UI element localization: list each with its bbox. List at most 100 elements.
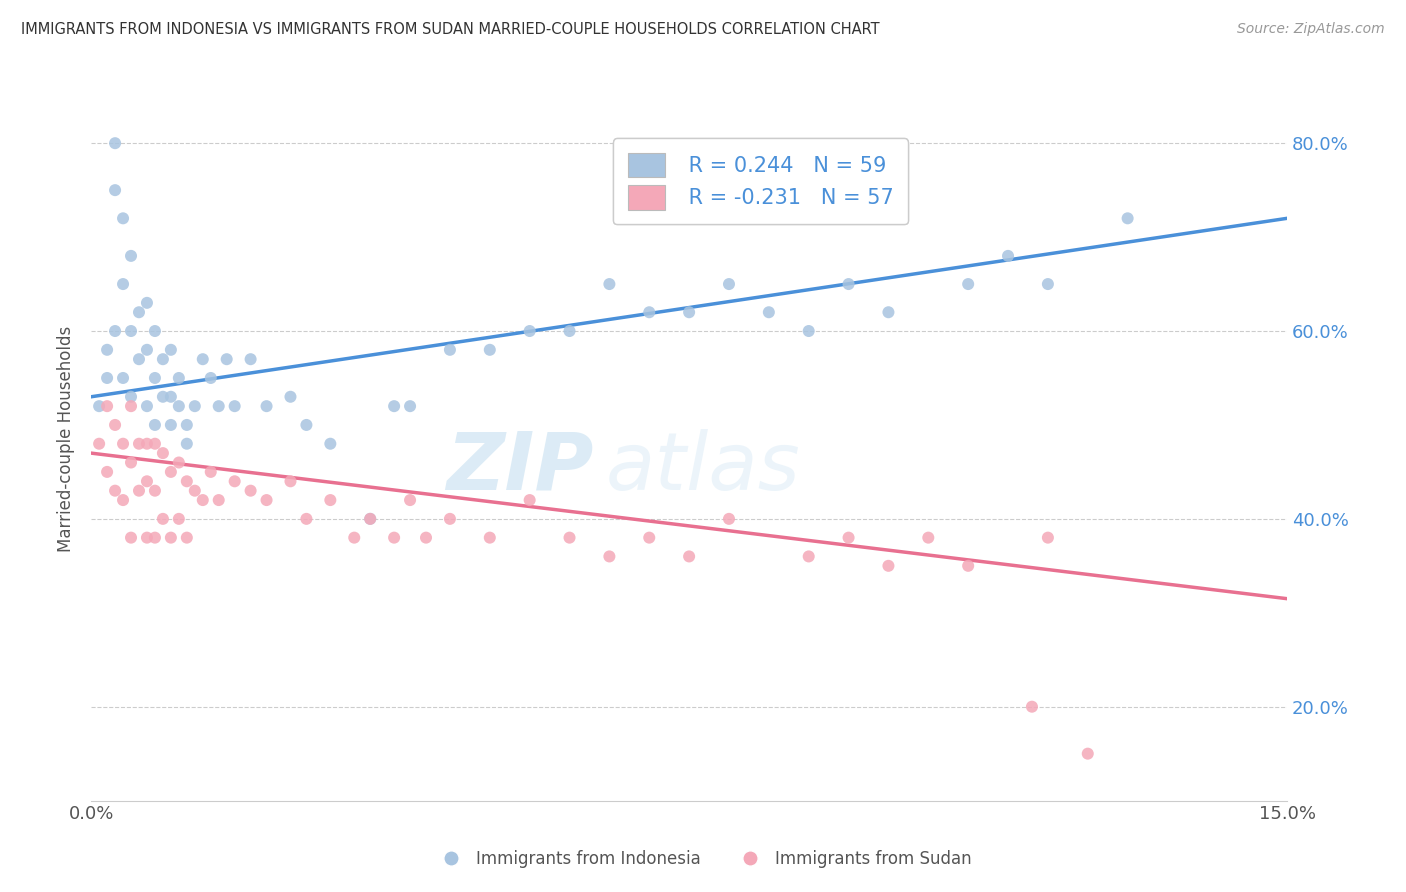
Point — [359, 512, 381, 526]
Point — [160, 390, 183, 404]
Point — [191, 352, 214, 367]
Point — [128, 436, 150, 450]
Point — [838, 531, 860, 545]
Y-axis label: Married-couple Households: Married-couple Households — [58, 326, 75, 552]
Point — [112, 371, 135, 385]
Point — [1036, 531, 1059, 545]
Point — [638, 305, 661, 319]
Point — [1036, 277, 1059, 291]
Point — [152, 390, 174, 404]
Point — [184, 483, 207, 498]
Point — [167, 399, 190, 413]
Point — [343, 531, 366, 545]
Point — [797, 549, 820, 564]
Point — [917, 531, 939, 545]
Point — [143, 417, 166, 432]
Point — [176, 417, 198, 432]
Point — [104, 324, 127, 338]
Point — [256, 493, 278, 508]
Point — [136, 436, 159, 450]
Point — [104, 183, 127, 197]
Point — [558, 531, 581, 545]
Text: atlas: atlas — [606, 429, 800, 507]
Point — [239, 352, 262, 367]
Point — [176, 436, 198, 450]
Point — [1021, 699, 1043, 714]
Point — [167, 371, 190, 385]
Point — [96, 371, 118, 385]
Point — [519, 493, 541, 508]
Point — [256, 399, 278, 413]
Point — [136, 343, 159, 357]
Point — [319, 493, 342, 508]
Point — [136, 399, 159, 413]
Text: ZIP: ZIP — [446, 429, 593, 507]
Point — [478, 531, 501, 545]
Point — [439, 343, 461, 357]
Point — [200, 465, 222, 479]
Point — [160, 343, 183, 357]
Point — [200, 371, 222, 385]
Point — [120, 399, 142, 413]
Point — [382, 531, 405, 545]
Point — [128, 483, 150, 498]
Point — [239, 483, 262, 498]
Point — [89, 436, 111, 450]
Point — [997, 249, 1019, 263]
Point — [176, 475, 198, 489]
Point — [167, 512, 190, 526]
Point — [128, 352, 150, 367]
Point — [120, 249, 142, 263]
Legend:  R = 0.244   N = 59,  R = -0.231   N = 57: R = 0.244 N = 59, R = -0.231 N = 57 — [613, 138, 908, 224]
Point — [717, 277, 740, 291]
Point — [877, 558, 900, 573]
Point — [143, 483, 166, 498]
Text: Source: ZipAtlas.com: Source: ZipAtlas.com — [1237, 22, 1385, 37]
Point — [797, 324, 820, 338]
Point — [143, 371, 166, 385]
Point — [167, 456, 190, 470]
Point — [399, 399, 422, 413]
Point — [224, 475, 246, 489]
Point — [143, 436, 166, 450]
Point — [1077, 747, 1099, 761]
Point — [838, 277, 860, 291]
Point — [717, 512, 740, 526]
Point — [224, 399, 246, 413]
Point — [112, 493, 135, 508]
Point — [439, 512, 461, 526]
Point — [104, 136, 127, 151]
Point — [136, 475, 159, 489]
Point — [678, 549, 700, 564]
Point — [319, 436, 342, 450]
Point — [89, 399, 111, 413]
Point — [415, 531, 437, 545]
Point — [136, 296, 159, 310]
Point — [128, 305, 150, 319]
Point — [104, 417, 127, 432]
Point — [96, 465, 118, 479]
Point — [143, 531, 166, 545]
Point — [160, 417, 183, 432]
Point — [152, 446, 174, 460]
Point — [120, 531, 142, 545]
Point — [215, 352, 238, 367]
Point — [152, 512, 174, 526]
Point — [295, 417, 318, 432]
Point — [120, 390, 142, 404]
Point — [96, 343, 118, 357]
Point — [160, 465, 183, 479]
Point — [280, 390, 302, 404]
Point — [758, 305, 780, 319]
Point — [1116, 211, 1139, 226]
Point — [382, 399, 405, 413]
Point — [176, 531, 198, 545]
Point — [957, 277, 980, 291]
Point — [96, 399, 118, 413]
Point — [160, 531, 183, 545]
Point — [877, 305, 900, 319]
Point — [399, 493, 422, 508]
Point — [359, 512, 381, 526]
Point — [558, 324, 581, 338]
Point — [112, 436, 135, 450]
